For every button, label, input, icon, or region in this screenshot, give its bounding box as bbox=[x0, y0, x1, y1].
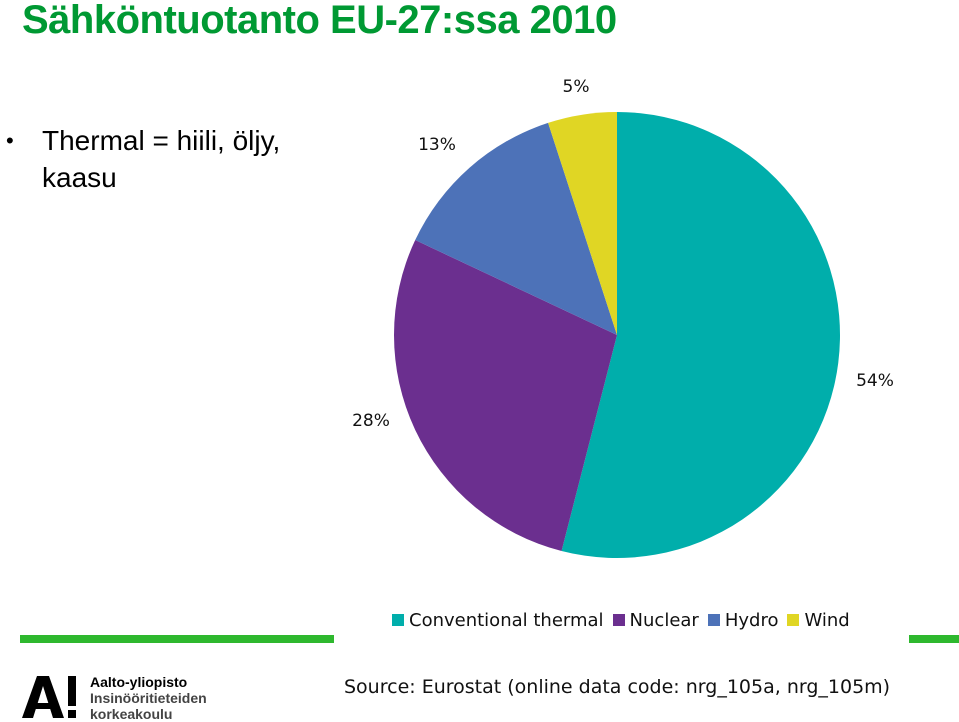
legend-label: Nuclear bbox=[629, 609, 699, 631]
legend-swatch bbox=[787, 614, 800, 626]
page-title: Sähköntuotanto EU-27:ssa 2010 bbox=[22, 0, 617, 42]
logo-line-1: Aalto-yliopisto bbox=[90, 674, 188, 690]
pie-slice-conventional-thermal bbox=[561, 112, 840, 558]
chart-legend: Conventional thermal Nuclear Hydro Wind bbox=[392, 607, 859, 633]
logo-line-2: Insinööritieteiden bbox=[90, 690, 207, 706]
legend-item: Nuclear bbox=[612, 609, 699, 631]
bullet-item: Thermal = hiili, öljy, kaasu bbox=[0, 122, 340, 196]
source-note: Source: Eurostat (online data code: nrg_… bbox=[344, 676, 891, 698]
pie-label-hydro: 13% bbox=[418, 135, 456, 155]
aalto-a-logo bbox=[22, 676, 76, 718]
pie-label-conventional-thermal: 54% bbox=[856, 371, 894, 391]
bullet-list: Thermal = hiili, öljy, kaasu bbox=[0, 122, 340, 196]
legend-item: Conventional thermal bbox=[392, 610, 604, 631]
accent-bar-left bbox=[20, 635, 334, 643]
accent-bar-right bbox=[909, 635, 959, 643]
legend-swatch bbox=[707, 614, 720, 626]
logo-line-3: korkeakoulu bbox=[90, 706, 173, 722]
pie-label-nuclear: 28% bbox=[352, 411, 390, 431]
legend-item: Hydro bbox=[707, 609, 779, 631]
pie-slice-wind bbox=[548, 112, 617, 335]
legend-label: Wind bbox=[804, 609, 850, 631]
pie-chart: 54% 28% 13% 5% bbox=[352, 77, 894, 558]
pie-label-wind: 5% bbox=[563, 77, 590, 97]
legend-item: Wind bbox=[787, 609, 850, 631]
pie-slice-nuclear bbox=[393, 240, 617, 551]
legend-swatch bbox=[392, 614, 404, 626]
logo-text: Aalto-yliopisto Insinööritieteiden korke… bbox=[90, 674, 207, 722]
legend-swatch bbox=[612, 614, 625, 626]
pie-slice-hydro bbox=[415, 122, 617, 335]
legend-label: Hydro bbox=[724, 609, 779, 631]
legend-label: Conventional thermal bbox=[409, 609, 604, 631]
